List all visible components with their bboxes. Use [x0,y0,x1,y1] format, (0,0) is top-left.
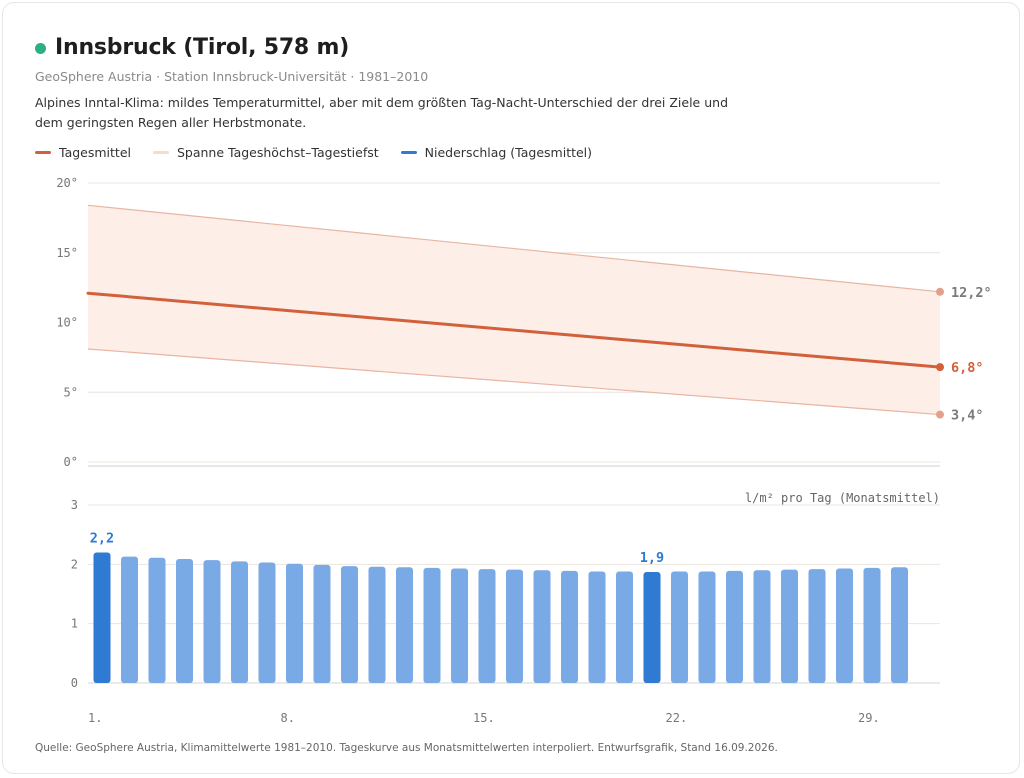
legend-swatch-mean [35,151,51,154]
source-footer: Quelle: GeoSphere Austria, Klimamittelwe… [35,742,778,754]
legend-label-precip: Niederschlag (Tagesmittel) [424,145,593,160]
legend-label-mean: Tagesmittel [59,145,131,160]
legend-item-precip: Niederschlag (Tagesmittel) [400,145,593,160]
legend-item-mean: Tagesmittel [35,145,131,160]
page-subtitle: GeoSphere Austria · Station Innsbruck-Un… [35,69,429,84]
chart-description: Alpines Inntal-Klima: mildes Temperaturm… [35,95,728,130]
legend: Tagesmittel Spanne Tageshöchst–Tagestief… [35,145,614,160]
station-dot-icon [35,43,46,54]
title-row: Innsbruck (Tirol, 578 m) [35,35,349,60]
page-title: Innsbruck (Tirol, 578 m) [55,35,350,60]
legend-label-range: Spanne Tageshöchst–Tagestiefst [176,145,379,160]
legend-swatch-precip [400,151,417,154]
legend-swatch-range [152,151,169,154]
legend-item-range: Spanne Tageshöchst–Tagestiefst [152,145,379,160]
